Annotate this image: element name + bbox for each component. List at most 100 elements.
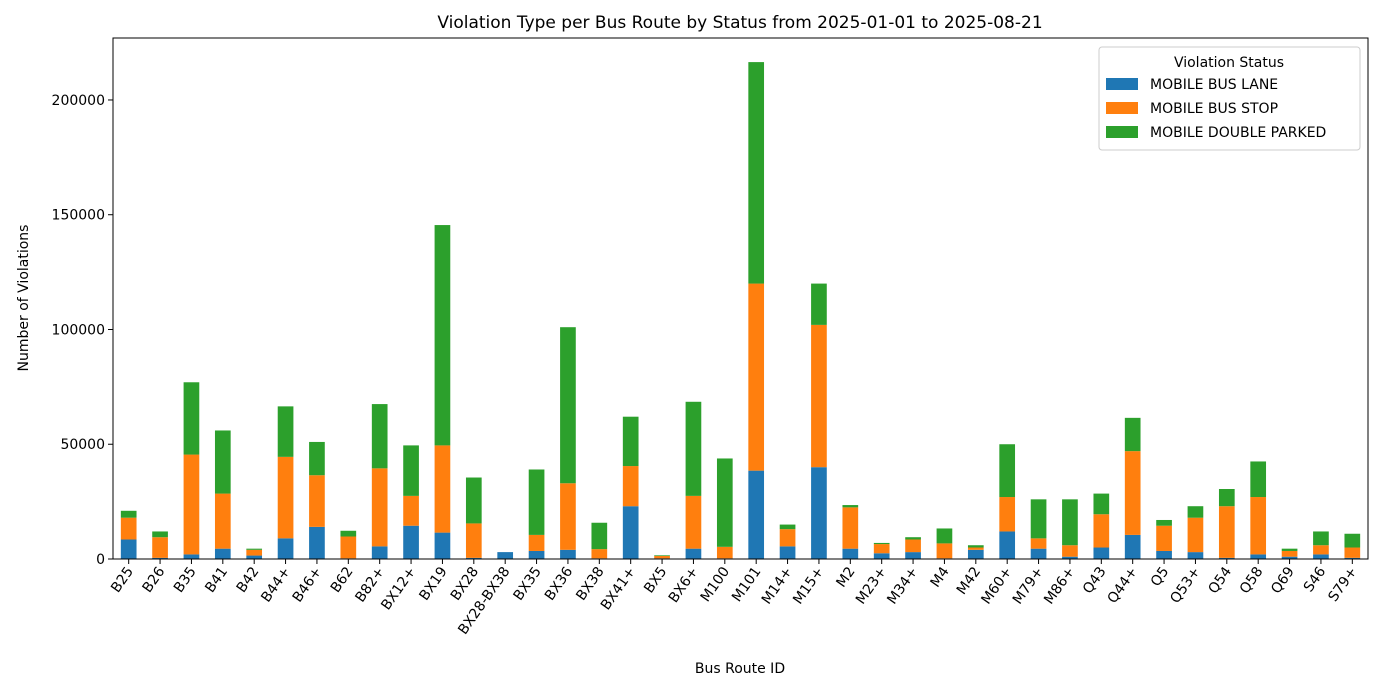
bar-segment-mobile-double-parked-bx38 — [591, 522, 608, 550]
bar-segment-mobile-bus-lane-bx6+ — [685, 548, 702, 559]
legend-title: Violation Status — [1174, 55, 1284, 71]
x-tick-label-bx36: BX36 — [542, 564, 576, 604]
bar-segment-mobile-bus-stop-s46 — [1313, 545, 1329, 555]
bar-segment-mobile-bus-lane-q54 — [1218, 557, 1235, 559]
legend-entry-label: MOBILE BUS STOP — [1150, 101, 1278, 117]
bar-segment-mobile-double-parked-m60+ — [999, 444, 1016, 498]
x-tick-label-m23+: M23+ — [853, 564, 890, 607]
y-tick-label: 0 — [96, 552, 105, 568]
bar-segment-mobile-double-parked-b26 — [152, 531, 168, 538]
bar-segment-mobile-double-parked-m79+ — [1030, 499, 1047, 539]
y-axis: 0 50000 100000 150000 200000 — [52, 93, 113, 568]
bar-segment-mobile-double-parked-bx35 — [528, 469, 545, 535]
bar-segment-mobile-bus-stop-q53+ — [1187, 517, 1204, 553]
bar-segment-mobile-bus-stop-q43 — [1093, 514, 1110, 548]
x-tick-label-m42: M42 — [954, 564, 984, 598]
bar-segment-mobile-bus-stop-bx36 — [560, 483, 576, 550]
bar-segment-mobile-bus-stop-m23+ — [873, 544, 890, 554]
bar-segment-mobile-bus-lane-m15+ — [811, 467, 827, 559]
x-tick-label-b35: B35 — [171, 564, 200, 596]
bar-segment-mobile-bus-stop-bx12+ — [403, 495, 419, 526]
y-tick-label: 200000 — [52, 93, 105, 109]
bar-segment-mobile-double-parked-b25 — [120, 510, 137, 518]
bar-segment-mobile-bus-lane-b44+ — [277, 538, 294, 559]
bar-segment-mobile-double-parked-q5 — [1156, 519, 1172, 526]
x-tick-label-q58: Q58 — [1237, 564, 1267, 597]
bar-segment-mobile-bus-lane-m14+ — [779, 546, 796, 559]
x-tick-label-m2: M2 — [833, 564, 858, 590]
bar-segment-mobile-bus-lane-bx28 — [465, 557, 482, 559]
x-tick-label-q54: Q54 — [1205, 564, 1235, 597]
bar-segment-mobile-bus-stop-bx38 — [591, 549, 608, 559]
bar-segment-mobile-double-parked-q69 — [1281, 548, 1298, 551]
x-tick-label-b26: B26 — [140, 564, 169, 596]
bar-segment-mobile-bus-lane-m60+ — [999, 531, 1016, 559]
legend-swatch — [1106, 126, 1138, 138]
bar-segment-mobile-double-parked-b62 — [340, 530, 357, 537]
bar-segment-mobile-bus-stop-b62 — [340, 536, 357, 559]
x-tick-label-b46+: B46+ — [290, 564, 326, 605]
y-axis-label: Number of Violations — [16, 225, 32, 372]
y-tick-label: 100000 — [52, 322, 105, 338]
bar-segment-mobile-bus-stop-bx6+ — [685, 495, 702, 549]
bar-segment-mobile-bus-stop-m14+ — [779, 529, 796, 547]
x-axis-label: Bus Route ID — [695, 661, 785, 677]
bar-segment-mobile-bus-lane-q53+ — [1187, 552, 1204, 559]
bar-segment-mobile-bus-lane-q58 — [1250, 554, 1267, 559]
bar-segment-mobile-double-parked-bx36 — [560, 327, 576, 484]
bar-segment-mobile-double-parked-m14+ — [779, 524, 796, 530]
bar-segment-mobile-bus-stop-m4 — [936, 543, 953, 559]
bar-segment-mobile-double-parked-q53+ — [1187, 506, 1204, 518]
bar-segment-mobile-bus-lane-bx12+ — [403, 525, 419, 559]
bar-segment-mobile-double-parked-s46 — [1313, 531, 1329, 546]
bar-segment-mobile-bus-stop-m101 — [748, 283, 765, 471]
plot-frame — [112, 37, 1369, 560]
bar-segment-mobile-bus-lane-b35 — [183, 554, 200, 559]
bar-segment-mobile-bus-stop-q44+ — [1124, 451, 1141, 535]
x-tick-label-m86+: M86+ — [1041, 564, 1078, 607]
bar-segment-mobile-double-parked-m34+ — [905, 537, 921, 540]
x-tick-label-s79+: S79+ — [1325, 564, 1360, 605]
bar-segment-mobile-bus-stop-b41 — [214, 493, 231, 549]
bar-segment-mobile-double-parked-b35 — [183, 382, 200, 455]
x-tick-label-bx35: BX35 — [511, 564, 545, 603]
bar-segment-mobile-bus-stop-m42 — [967, 547, 984, 550]
legend-entry-label: MOBILE BUS LANE — [1150, 77, 1278, 93]
bar-segment-mobile-double-parked-q44+ — [1124, 417, 1141, 452]
bar-segment-mobile-bus-lane-m23+ — [873, 553, 890, 559]
bar-segment-mobile-double-parked-bx19 — [434, 225, 451, 446]
x-tick-label-m15+: M15+ — [790, 564, 827, 607]
bar-segment-mobile-double-parked-m23+ — [873, 542, 890, 545]
bar-segment-mobile-bus-lane-b26 — [152, 557, 168, 559]
x-tick-label-b62: B62 — [328, 564, 357, 596]
x-tick-label-m34+: M34+ — [884, 564, 921, 607]
x-tick-label-b42: B42 — [234, 564, 263, 596]
x-tick-label-m100: M100 — [698, 564, 733, 605]
bar-segment-mobile-bus-stop-bx41+ — [622, 466, 639, 507]
chart-title: Violation Type per Bus Route by Status f… — [437, 13, 1042, 33]
x-tick-label-b25: B25 — [108, 564, 137, 596]
bar-segment-mobile-bus-lane-s46 — [1313, 554, 1329, 559]
bar-segment-mobile-double-parked-bx41+ — [622, 416, 639, 467]
bar-segment-mobile-double-parked-b82+ — [371, 404, 388, 469]
bar-segment-mobile-double-parked-bx28 — [465, 477, 482, 524]
bar-segment-mobile-bus-stop-b46+ — [309, 475, 325, 527]
legend-swatch — [1106, 102, 1138, 114]
x-tick-label-m79+: M79+ — [1010, 564, 1047, 607]
bar-segment-mobile-bus-stop-b82+ — [371, 468, 388, 547]
bar-segment-mobile-bus-stop-bx28 — [465, 523, 482, 558]
bar-segment-mobile-double-parked-b42 — [246, 548, 263, 550]
bar-segment-mobile-bus-stop-b35 — [183, 454, 200, 555]
bar-segment-mobile-bus-stop-q69 — [1281, 550, 1298, 557]
bar-segment-mobile-bus-lane-b25 — [120, 539, 137, 559]
legend: Violation Status MOBILE BUS LANE MOBILE B… — [1098, 46, 1361, 151]
bar-segment-mobile-double-parked-b44+ — [277, 406, 294, 457]
bar-segment-mobile-bus-lane-m42 — [967, 549, 984, 559]
bar-segment-mobile-bus-stop-bx35 — [528, 534, 545, 551]
x-tick-label-b41: B41 — [202, 564, 231, 596]
bar-segment-mobile-bus-stop-m15+ — [811, 324, 827, 468]
bar-segment-mobile-bus-stop-m86+ — [1062, 545, 1078, 557]
bar-segment-mobile-bus-lane-m34+ — [905, 552, 921, 559]
legend-entry-label: MOBILE DOUBLE PARKED — [1150, 125, 1326, 141]
bar-segment-mobile-bus-stop-b42 — [246, 549, 263, 556]
